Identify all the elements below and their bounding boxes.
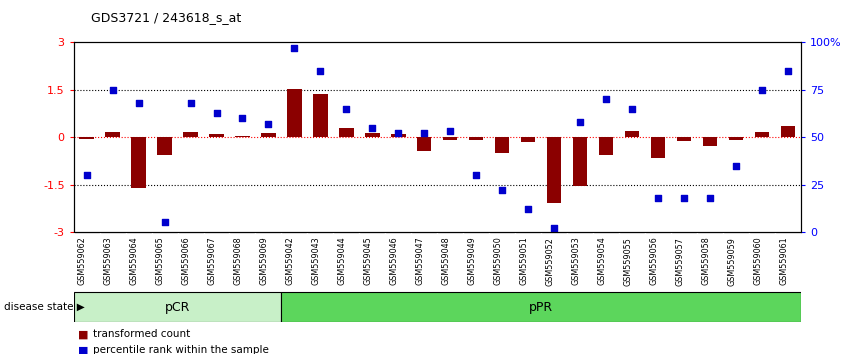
Point bbox=[495, 187, 509, 193]
Bar bbox=[158, 137, 171, 155]
Text: ■: ■ bbox=[78, 329, 88, 339]
Point bbox=[599, 97, 613, 102]
Bar bbox=[521, 137, 535, 142]
Point bbox=[703, 195, 717, 201]
Text: GSM559055: GSM559055 bbox=[624, 237, 632, 286]
Text: GSM559062: GSM559062 bbox=[78, 237, 87, 285]
Text: GSM559046: GSM559046 bbox=[390, 237, 398, 285]
Text: pCR: pCR bbox=[165, 301, 191, 314]
Text: GSM559060: GSM559060 bbox=[753, 237, 762, 285]
Text: GSM559049: GSM559049 bbox=[468, 237, 476, 285]
Point bbox=[651, 195, 665, 201]
Text: GSM559058: GSM559058 bbox=[701, 237, 710, 285]
Bar bbox=[210, 134, 223, 137]
Text: pPR: pPR bbox=[529, 301, 553, 314]
Bar bbox=[729, 137, 743, 140]
Bar bbox=[80, 137, 94, 139]
Point bbox=[339, 106, 353, 112]
Point bbox=[625, 106, 639, 112]
Point bbox=[469, 172, 483, 178]
Text: GSM559068: GSM559068 bbox=[234, 237, 242, 285]
Bar bbox=[132, 137, 145, 188]
Point bbox=[210, 110, 223, 115]
Point bbox=[443, 129, 457, 134]
Bar bbox=[469, 137, 483, 140]
Text: GSM559042: GSM559042 bbox=[286, 237, 294, 285]
Point bbox=[288, 45, 301, 51]
Bar bbox=[391, 134, 405, 137]
Text: GSM559043: GSM559043 bbox=[312, 237, 320, 285]
Text: GSM559063: GSM559063 bbox=[104, 237, 113, 285]
Bar bbox=[599, 137, 613, 155]
Bar bbox=[443, 137, 457, 140]
Point bbox=[262, 121, 275, 127]
Point bbox=[132, 100, 145, 106]
Bar bbox=[262, 133, 275, 137]
Text: GSM559064: GSM559064 bbox=[130, 237, 139, 285]
Point bbox=[106, 87, 120, 93]
Text: GSM559045: GSM559045 bbox=[364, 237, 372, 285]
Point bbox=[547, 225, 561, 231]
Bar bbox=[74, 292, 281, 322]
Text: percentile rank within the sample: percentile rank within the sample bbox=[93, 345, 268, 354]
Point bbox=[755, 87, 769, 93]
Bar bbox=[651, 137, 665, 158]
Bar bbox=[288, 89, 301, 137]
Point bbox=[158, 219, 171, 225]
Text: GSM559061: GSM559061 bbox=[779, 237, 788, 285]
Point bbox=[781, 68, 795, 74]
Point bbox=[677, 195, 691, 201]
Text: transformed count: transformed count bbox=[93, 329, 190, 339]
Point bbox=[236, 115, 249, 121]
Point bbox=[365, 125, 379, 131]
Point bbox=[573, 119, 587, 125]
Bar bbox=[339, 129, 353, 137]
Bar bbox=[365, 133, 379, 137]
Bar bbox=[495, 137, 509, 153]
Point bbox=[521, 206, 535, 212]
Point bbox=[417, 131, 431, 136]
Point bbox=[184, 100, 197, 106]
Text: GSM559056: GSM559056 bbox=[650, 237, 658, 285]
Text: GSM559051: GSM559051 bbox=[520, 237, 528, 285]
Text: GSM559054: GSM559054 bbox=[598, 237, 606, 285]
Text: GSM559059: GSM559059 bbox=[727, 237, 736, 286]
Text: ■: ■ bbox=[78, 345, 88, 354]
Bar bbox=[625, 131, 639, 137]
Bar bbox=[106, 132, 120, 137]
Bar bbox=[677, 137, 691, 141]
Text: GDS3721 / 243618_s_at: GDS3721 / 243618_s_at bbox=[91, 11, 241, 24]
Bar bbox=[313, 93, 327, 137]
Bar bbox=[281, 292, 801, 322]
Text: GSM559066: GSM559066 bbox=[182, 237, 191, 285]
Text: GSM559048: GSM559048 bbox=[442, 237, 450, 285]
Text: GSM559052: GSM559052 bbox=[546, 237, 554, 286]
Bar bbox=[781, 126, 795, 137]
Bar bbox=[236, 136, 249, 137]
Text: GSM559050: GSM559050 bbox=[494, 237, 502, 285]
Bar bbox=[184, 132, 197, 137]
Bar bbox=[755, 132, 769, 137]
Text: GSM559053: GSM559053 bbox=[572, 237, 580, 285]
Text: GSM559057: GSM559057 bbox=[675, 237, 684, 286]
Point bbox=[729, 163, 743, 169]
Bar bbox=[547, 137, 561, 204]
Text: disease state ▶: disease state ▶ bbox=[4, 302, 85, 312]
Point bbox=[313, 68, 327, 74]
Text: GSM559065: GSM559065 bbox=[156, 237, 165, 285]
Text: GSM559044: GSM559044 bbox=[338, 237, 346, 285]
Bar bbox=[573, 137, 587, 186]
Point bbox=[80, 172, 94, 178]
Bar bbox=[417, 137, 431, 152]
Bar bbox=[703, 137, 717, 146]
Text: GSM559069: GSM559069 bbox=[260, 237, 268, 285]
Text: GSM559047: GSM559047 bbox=[416, 237, 424, 285]
Point bbox=[391, 131, 405, 136]
Text: GSM559067: GSM559067 bbox=[208, 237, 216, 285]
